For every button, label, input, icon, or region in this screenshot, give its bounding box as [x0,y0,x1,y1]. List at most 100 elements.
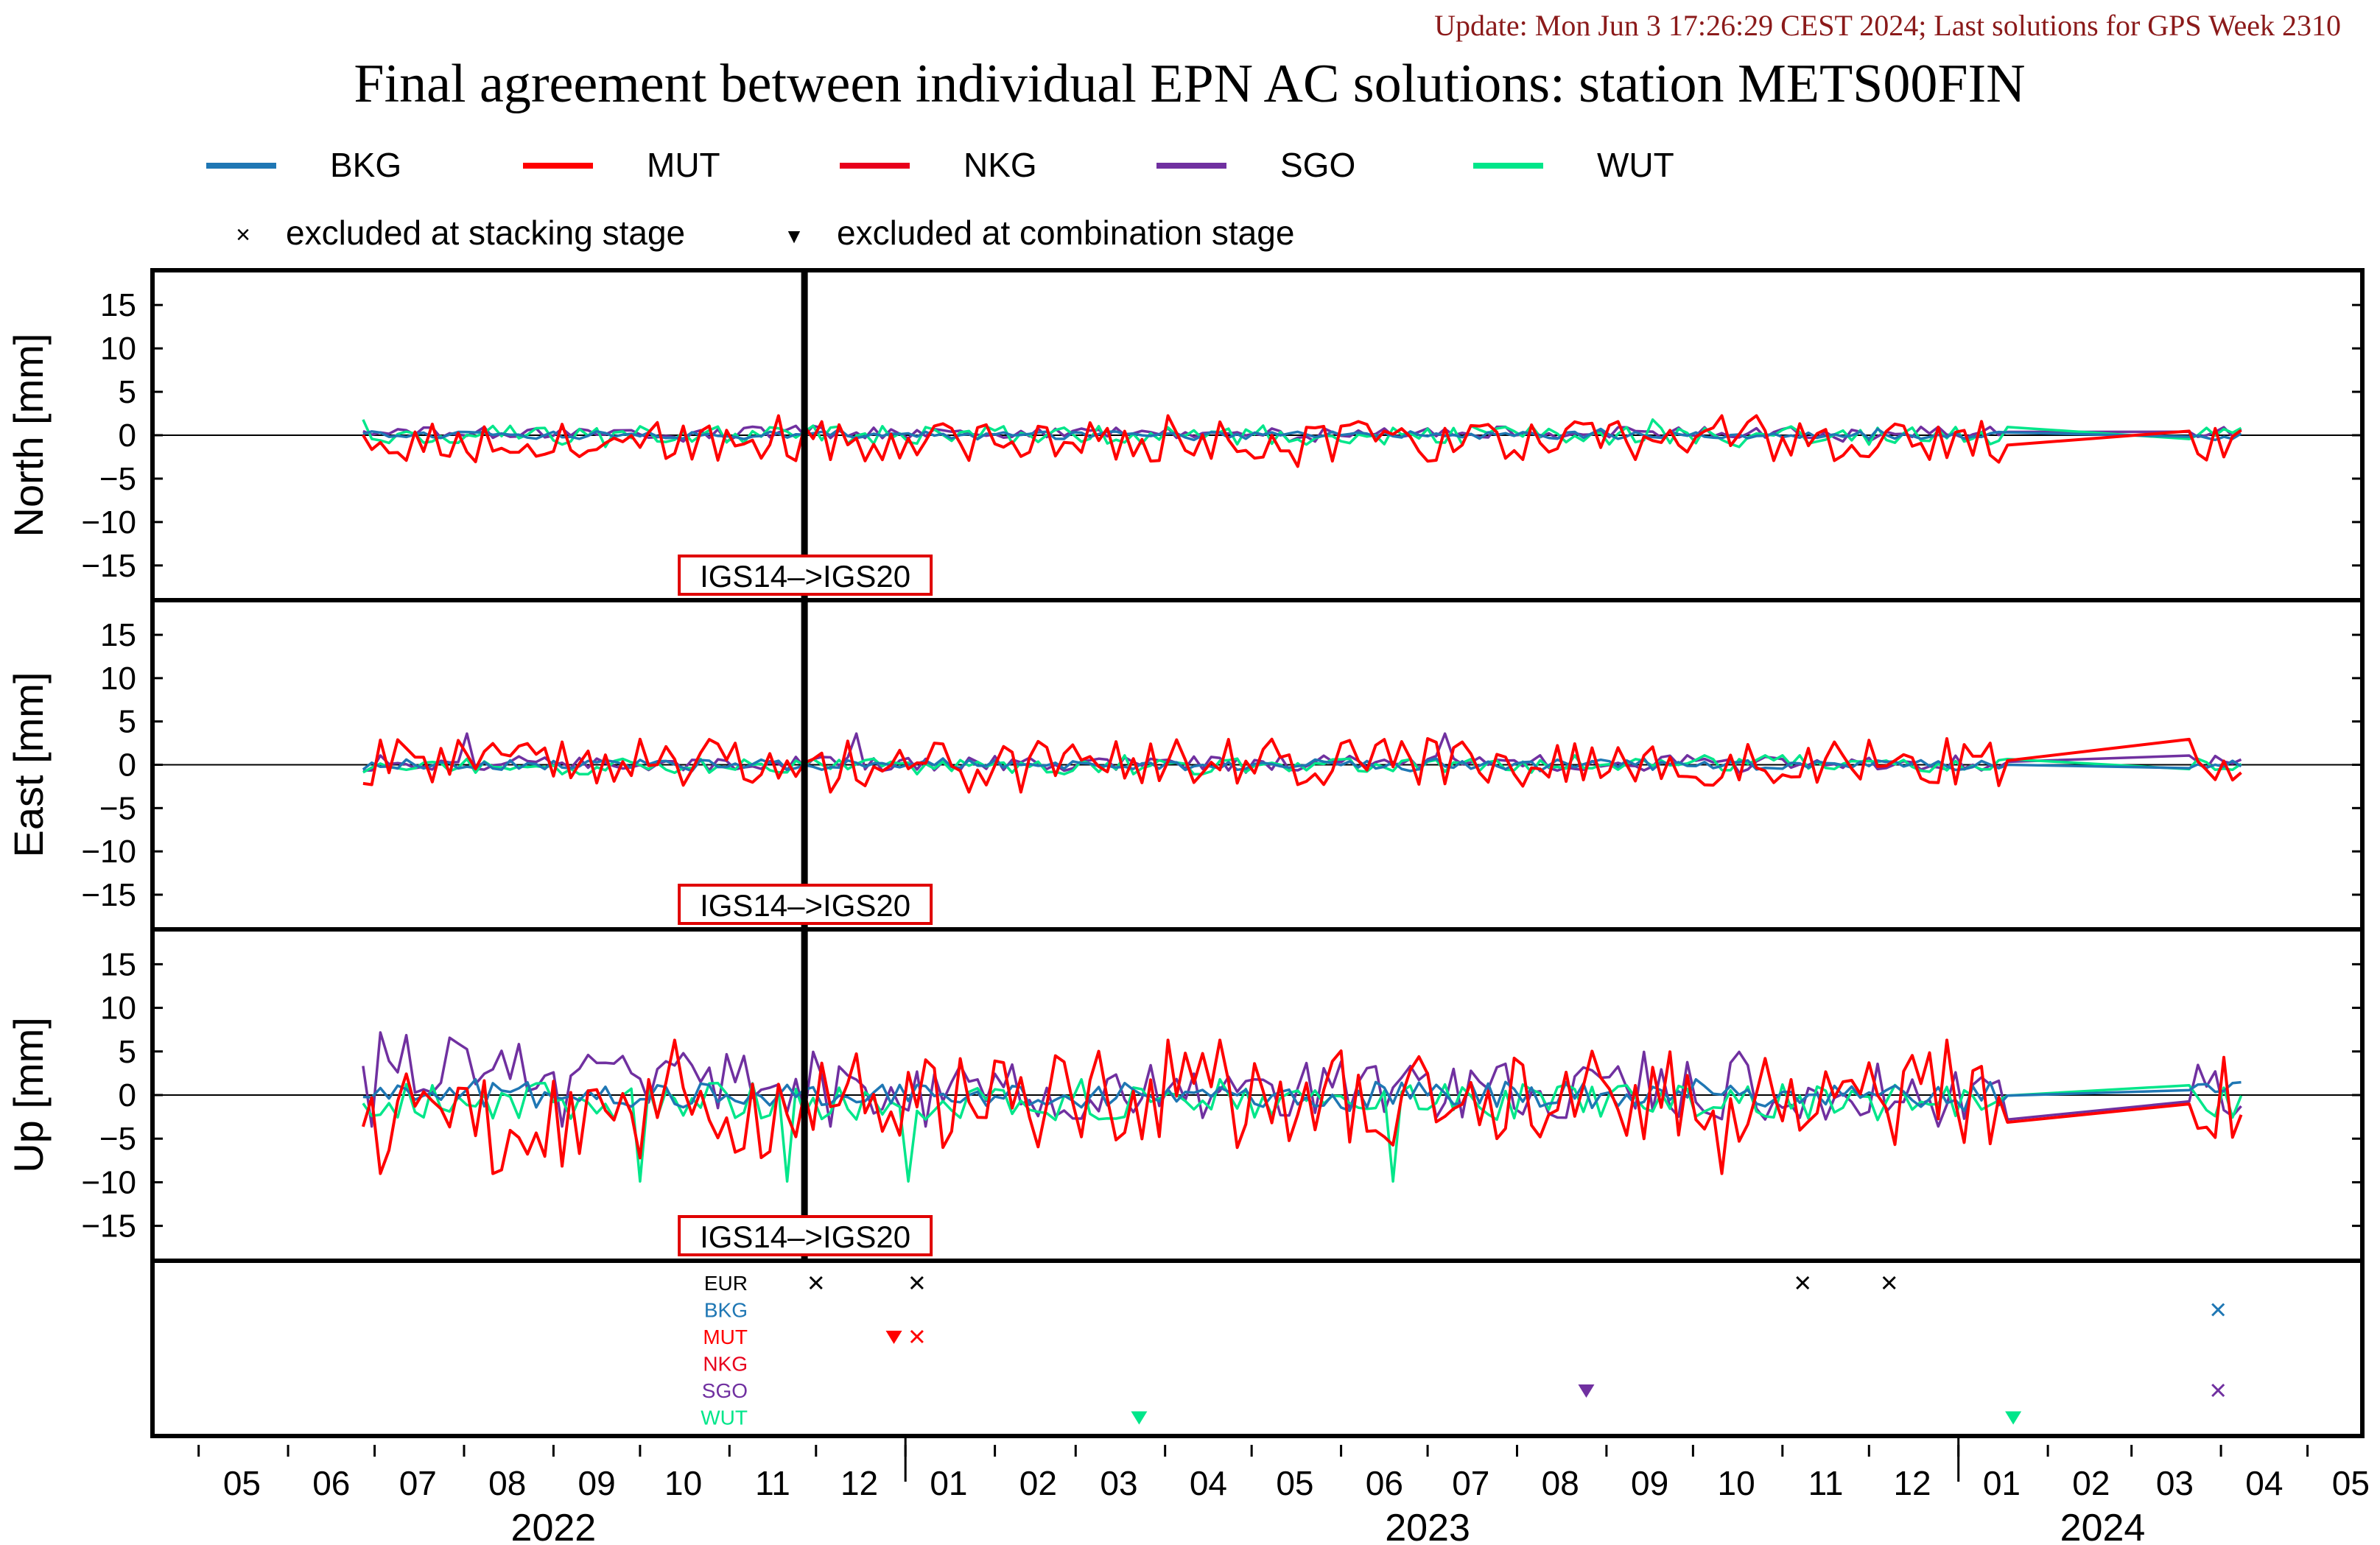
reference-change-label: IGS14–>IGS20 [700,559,910,594]
legend-label: MUT [647,146,720,184]
stacking-exclusion-mark [910,1329,924,1344]
update-text: Update: Mon Jun 3 17:26:29 CEST 2024; La… [1434,9,2341,42]
combination-exclusion-mark [1131,1411,1148,1425]
month-tick-label: 04 [1190,1464,1227,1502]
y-tick-label: −5 [99,461,136,497]
series-line-mut [361,1038,2243,1175]
legend-markers: × excluded at stacking stage ▼ excluded at … [236,214,1294,252]
month-tick-label: 01 [930,1464,967,1502]
month-tick-label: 06 [312,1464,350,1502]
exclusion-row-label: NKG [703,1353,748,1376]
month-tick-label: 01 [1983,1464,2021,1502]
legend-item-wut: WUT [1473,146,1674,184]
stacking-exclusion-mark [1882,1275,1896,1290]
y-tick-label: 10 [100,661,136,697]
exclusion-row-label: SGO [702,1379,748,1402]
y-tick-label: −5 [99,790,136,826]
month-tick-label: 10 [1718,1464,1755,1502]
exclusion-frame [150,1259,2365,1438]
y-tick-label: −15 [81,1208,136,1245]
month-tick-label: 11 [755,1464,790,1502]
exclusion-row-label: EUR [704,1272,748,1295]
exclusion-panel: EUR BKG MUT NKG SGO WUT [150,1259,2365,1438]
month-tick-label: 09 [1631,1464,1668,1502]
year-label: 2023 [1385,1507,1470,1545]
y-axis-label: Up [mm] [5,1017,52,1173]
panel-up: 15 10 5 0 −5 −10 −15 Up [mm] IGS14–>IGS20 [5,927,2365,1263]
y-axis-label: East [mm] [5,672,52,857]
month-tick-label: 11 [1808,1464,1844,1502]
legend-item-sgo: SGO [1156,146,1355,184]
panel-north: 15 10 5 0 −5 −10 −15 North [mm] IGS14–>IGS20 [5,268,2365,602]
reference-change-box [678,884,933,925]
month-tick-label: 05 [223,1464,261,1502]
legend-label: BKG [330,146,401,184]
y-tick-label: 0 [119,747,136,784]
panel-east: 15 10 5 0 −5 −10 −15 East [mm] IGS14–>IGS20 [5,598,2365,932]
y-tick-label: −10 [81,504,136,541]
stacking-exclusion-mark [2211,1303,2225,1317]
exclusion-row-label: BKG [704,1299,748,1322]
y-tick-label: −15 [81,877,136,913]
y-tick-label: 15 [100,287,136,323]
month-tick-label: 03 [1100,1464,1137,1502]
month-tick-label: 07 [399,1464,437,1502]
y-tick-label: 15 [100,617,136,653]
month-tick-label: 08 [1542,1464,1579,1502]
legend-item-mut: MUT [523,146,720,184]
reference-change-box [678,555,933,596]
y-axis-label: North [mm] [5,334,52,538]
reference-change-label: IGS14–>IGS20 [700,888,910,923]
y-tick-label: −10 [81,834,136,870]
exclusion-row-label: MUT [703,1326,748,1348]
y-tick-label: 10 [100,331,136,367]
y-tick-label: 5 [119,1034,136,1070]
month-tick-label: 12 [1893,1464,1931,1502]
combination-exclusion-mark [2005,1411,2022,1425]
month-tick-label: 08 [488,1464,526,1502]
y-tick-label: −5 [99,1121,136,1157]
y-tick-label: 15 [100,946,136,982]
month-tick-label: 05 [2332,1464,2370,1502]
legend-item-bkg: BKG [206,146,401,184]
legend-label: SGO [1280,146,1355,184]
month-tick-label: 02 [1019,1464,1057,1502]
legend-combination-marker: ▼ excluded at combination stage [784,214,1294,252]
legend-item-nkg: NKG [840,146,1037,184]
legend-marker-label: excluded at stacking stage [286,214,685,252]
plot-panels: 15 10 5 0 −5 −10 −15 North [mm] IGS14–>IGS20 15 10… [5,268,2365,1263]
y-tick-label: 5 [119,704,136,740]
y-tick-label: 0 [119,1077,136,1113]
stacking-exclusion-mark [809,1275,823,1290]
y-tick-label: 5 [119,374,136,410]
month-tick-label: 03 [2156,1464,2194,1502]
legend: BKG MUT NKG SGO WUT [206,146,1674,184]
reference-change-box [678,1215,933,1256]
month-tick-label: 10 [664,1464,702,1502]
month-tick-label: 07 [1452,1464,1489,1502]
month-tick-label: 09 [578,1464,616,1502]
stacking-exclusion-mark [2211,1383,2225,1398]
legend-label: NKG [963,146,1037,184]
y-tick-label: −10 [81,1164,136,1200]
chart-title: Final agreement between individual EPN A… [354,54,2025,114]
stacking-exclusion-mark [1796,1275,1810,1290]
month-tick-label: 02 [2072,1464,2110,1502]
legend-stacking-marker: × excluded at stacking stage [236,214,685,252]
year-label: 2022 [511,1507,597,1545]
cross-icon: × [236,221,250,249]
y-tick-label: −15 [81,548,136,584]
series-line-mut [362,737,2242,794]
time-axis: 05 06 07 08 09 10 11 12 01 02 03 04 05 06 07 08 09 10 11 12… [197,1436,2370,1545]
year-label: 2024 [2060,1507,2146,1545]
stacking-exclusion-mark [910,1275,924,1290]
triangle-down-icon: ▼ [784,225,804,247]
legend-label: WUT [1597,146,1674,184]
month-tick-label: 05 [1276,1464,1313,1502]
reference-change-label: IGS14–>IGS20 [700,1220,910,1254]
series-line-mut [362,414,2242,468]
combination-exclusion-mark [1578,1384,1595,1398]
month-tick-label: 06 [1366,1464,1403,1502]
exclusion-row-label: WUT [701,1407,748,1429]
